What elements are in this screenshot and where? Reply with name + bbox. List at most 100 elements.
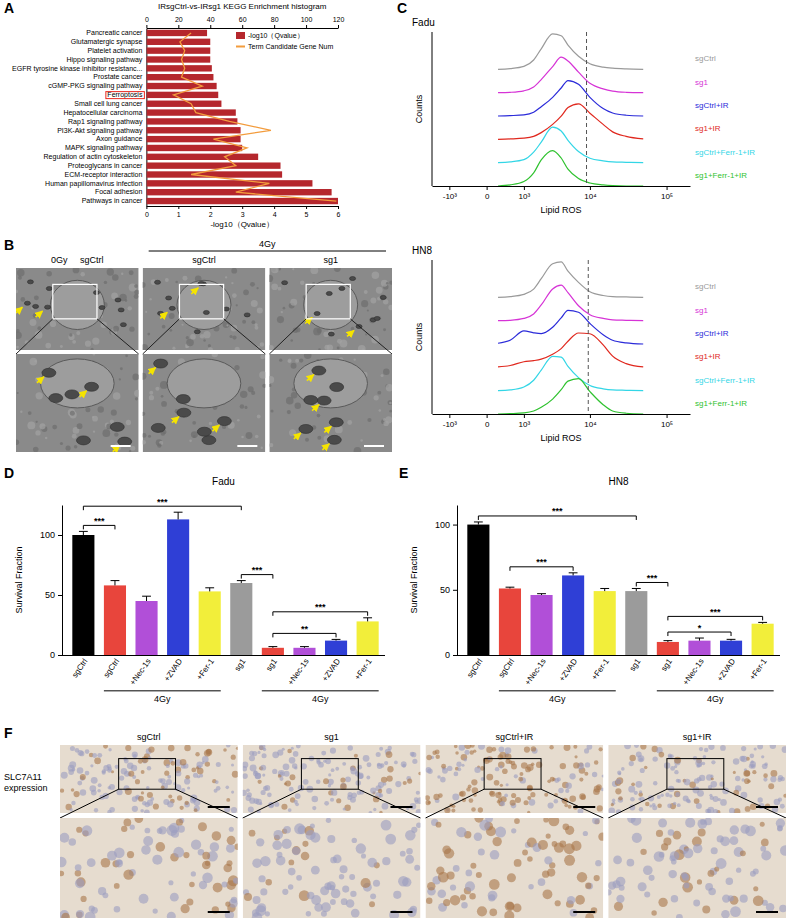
cell	[134, 818, 143, 823]
cell	[465, 881, 475, 891]
cell	[629, 755, 635, 761]
bar	[230, 583, 252, 655]
mitochondrion	[223, 307, 229, 311]
cell	[316, 779, 321, 784]
texture	[74, 445, 78, 449]
texture	[377, 391, 381, 395]
texture	[30, 358, 38, 366]
scale-bar	[573, 806, 595, 808]
tick-mark	[487, 414, 488, 418]
cell	[153, 803, 159, 809]
cell	[191, 839, 201, 849]
cell	[369, 811, 373, 813]
cell	[127, 851, 134, 858]
tick-label: 0	[445, 650, 450, 660]
cell	[119, 775, 124, 780]
cell	[464, 758, 467, 761]
cell	[125, 745, 131, 751]
tick-label: +Fer-1	[353, 657, 374, 682]
texture	[185, 346, 187, 348]
cell	[330, 798, 334, 802]
mitochondrion	[118, 437, 132, 446]
axis-domain	[457, 506, 458, 656]
bar	[752, 624, 774, 655]
texture	[172, 347, 175, 350]
tick: 0	[485, 186, 490, 201]
group-label: 4Gy	[259, 239, 276, 249]
texture	[389, 281, 392, 285]
zoom-box	[119, 759, 176, 790]
tick-mark	[590, 414, 591, 418]
texture	[112, 274, 119, 281]
texture	[39, 423, 45, 429]
cell	[490, 791, 496, 797]
tick: 0	[485, 414, 490, 429]
tick: sg1	[264, 657, 279, 673]
tick: +Nec-1s	[128, 657, 153, 687]
tick-label: 6	[337, 211, 341, 218]
cell	[367, 762, 372, 767]
texture	[143, 282, 146, 288]
bar	[72, 535, 94, 655]
cell	[285, 780, 291, 786]
texture	[102, 429, 110, 437]
cell	[671, 895, 678, 902]
cell	[486, 746, 492, 752]
cell	[61, 913, 70, 918]
cell	[232, 771, 238, 778]
cell	[75, 870, 81, 876]
texture	[120, 367, 123, 370]
group-label: 4Gy	[549, 694, 566, 704]
cell	[617, 771, 621, 775]
tick: 10³	[519, 186, 531, 201]
tick: +ZVAD	[557, 657, 579, 683]
bar	[625, 591, 647, 655]
cell	[236, 747, 238, 750]
ihc-ground	[426, 745, 604, 813]
cell	[147, 766, 151, 770]
significance-bracket	[636, 582, 668, 586]
cell	[677, 779, 681, 783]
histogram-line	[498, 262, 643, 297]
tick-label: sgCtrl	[70, 657, 89, 679]
cell	[751, 760, 754, 763]
mitochondrion	[326, 291, 332, 295]
cell	[618, 796, 622, 800]
scale-bar	[208, 806, 230, 808]
cell	[629, 761, 634, 766]
cell	[699, 747, 703, 751]
tick-label: +Fer-1	[748, 657, 769, 682]
tick-label: sgCtrl	[497, 657, 516, 679]
cell	[730, 836, 739, 845]
cell	[728, 895, 734, 901]
texture	[255, 326, 259, 330]
texture	[358, 345, 366, 350]
cell	[367, 858, 377, 868]
tick-label: +Nec-1s	[128, 657, 153, 687]
texture	[353, 358, 355, 360]
tick-label: 20	[175, 16, 183, 23]
cell	[638, 797, 641, 800]
texture	[190, 334, 196, 340]
tick: 0	[50, 650, 62, 660]
series-label: sg1+Ferr-1+IR	[695, 171, 747, 180]
cell	[741, 756, 748, 763]
cell	[142, 756, 149, 763]
tick: sg1	[659, 657, 674, 673]
marks	[498, 260, 643, 414]
cell	[75, 748, 80, 753]
cell	[598, 833, 603, 841]
texture	[70, 411, 75, 416]
mitochondrion	[65, 390, 79, 399]
cell	[594, 760, 599, 765]
axis-domain	[62, 655, 385, 656]
panel-flow: HN8-10³010³10⁴10⁵Lipid ROSCountssgCtrlsg…	[412, 245, 755, 443]
cell	[196, 766, 199, 769]
texture	[328, 329, 335, 336]
ihc-image	[243, 745, 421, 813]
cell	[426, 795, 431, 800]
tick-mark	[487, 186, 488, 190]
cell	[346, 899, 354, 907]
cell	[683, 795, 689, 801]
cell	[554, 778, 559, 783]
